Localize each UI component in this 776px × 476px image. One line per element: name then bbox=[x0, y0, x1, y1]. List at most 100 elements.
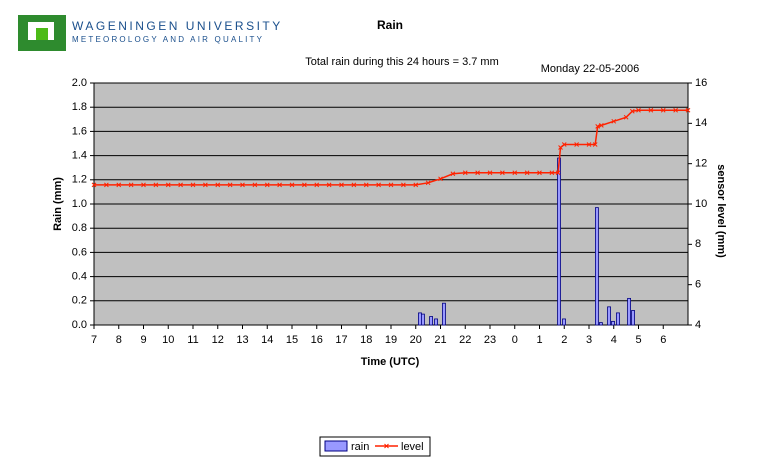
level-marker bbox=[141, 182, 146, 188]
y-tick-label: 1.4 bbox=[72, 150, 87, 162]
level-marker bbox=[178, 182, 183, 188]
bar bbox=[557, 157, 561, 326]
level-marker bbox=[673, 107, 678, 113]
x-tick-label: 23 bbox=[484, 334, 496, 346]
y-tick-label: 0.4 bbox=[72, 271, 87, 283]
x-tick-label: 8 bbox=[116, 334, 122, 346]
y-tick-label: 0.0 bbox=[72, 319, 87, 331]
x-tick-label: 15 bbox=[286, 334, 298, 346]
level-marker bbox=[351, 182, 357, 188]
y2-tick-label: 4 bbox=[695, 319, 701, 331]
level-marker bbox=[537, 170, 542, 176]
x-tick-label: 19 bbox=[385, 334, 397, 346]
chart-subtitle: Total rain during this 24 hours = 3.7 mm bbox=[305, 56, 499, 68]
logo-subtitle: METEOROLOGY AND AIR QUALITY bbox=[72, 35, 264, 44]
x-tick-label: 21 bbox=[434, 334, 446, 346]
level-marker bbox=[413, 182, 419, 188]
level-marker bbox=[165, 182, 171, 188]
level-marker bbox=[388, 182, 394, 188]
legend-swatch bbox=[324, 440, 348, 452]
bar bbox=[611, 320, 615, 326]
x-tick-label: 12 bbox=[212, 334, 224, 346]
level-marker bbox=[450, 171, 456, 177]
level-marker bbox=[549, 170, 555, 176]
bar bbox=[434, 318, 438, 326]
x-tick-label: 13 bbox=[236, 334, 248, 346]
x-tick-label: 0 bbox=[512, 334, 518, 346]
bar bbox=[429, 316, 433, 326]
level-marker bbox=[264, 182, 270, 188]
level-marker bbox=[153, 182, 159, 188]
level-marker bbox=[555, 170, 561, 176]
level-marker bbox=[203, 182, 208, 188]
bar bbox=[421, 313, 425, 326]
level-marker bbox=[104, 182, 109, 188]
x-tick-label: 2 bbox=[561, 334, 567, 346]
x-tick-label: 18 bbox=[360, 334, 372, 346]
level-marker bbox=[277, 182, 282, 188]
x-tick-label: 20 bbox=[410, 334, 422, 346]
level-marker bbox=[252, 182, 258, 188]
x-tick-label: 14 bbox=[261, 334, 273, 346]
y-tick-label: 1.6 bbox=[72, 125, 87, 137]
x-tick-label: 1 bbox=[536, 334, 542, 346]
level-marker bbox=[512, 170, 518, 176]
level-marker bbox=[500, 170, 505, 176]
level-marker bbox=[574, 142, 579, 147]
level-marker bbox=[326, 182, 332, 188]
level-marker bbox=[586, 142, 592, 147]
level-marker bbox=[215, 182, 221, 188]
x-tick-label: 4 bbox=[611, 334, 617, 346]
level-marker bbox=[425, 180, 431, 186]
y-tick-label: 0.8 bbox=[72, 222, 87, 234]
logo bbox=[18, 15, 66, 51]
bar bbox=[595, 207, 599, 326]
x-tick-label: 3 bbox=[586, 334, 592, 346]
level-marker bbox=[648, 107, 654, 113]
x-tick-label: 17 bbox=[335, 334, 347, 346]
level-marker bbox=[611, 118, 617, 124]
level-marker bbox=[363, 182, 369, 188]
y2-tick-label: 6 bbox=[695, 279, 701, 291]
level-marker bbox=[190, 182, 196, 188]
y-tick-label: 2.0 bbox=[72, 77, 87, 89]
level-marker bbox=[339, 182, 344, 188]
x-tick-label: 16 bbox=[311, 334, 323, 346]
y2-tick-label: 16 bbox=[695, 77, 707, 89]
y2-tick-label: 12 bbox=[695, 158, 707, 170]
level-marker bbox=[401, 182, 406, 188]
x-tick-label: 9 bbox=[140, 334, 146, 346]
chart-title: Rain bbox=[377, 18, 403, 32]
level-marker bbox=[660, 107, 666, 113]
logo-title: WAGENINGEN UNIVERSITY bbox=[72, 19, 283, 33]
y2-tick-label: 8 bbox=[695, 238, 701, 250]
level-marker bbox=[91, 182, 97, 188]
x-tick-label: 11 bbox=[187, 334, 198, 346]
bar bbox=[598, 322, 603, 326]
bar bbox=[627, 297, 631, 326]
y-axis-label: Rain (mm) bbox=[52, 177, 64, 231]
x-tick-label: 6 bbox=[660, 334, 666, 346]
x-tick-label: 22 bbox=[459, 334, 471, 346]
level-marker bbox=[487, 170, 493, 176]
level-marker bbox=[302, 182, 307, 188]
legend-marker bbox=[384, 443, 389, 449]
level-marker bbox=[227, 182, 233, 188]
level-marker bbox=[636, 107, 641, 113]
bar bbox=[562, 318, 566, 326]
y2-tick-label: 10 bbox=[695, 198, 707, 210]
level-marker bbox=[558, 145, 563, 150]
x-tick-label: 7 bbox=[91, 334, 97, 346]
level-marker bbox=[629, 108, 635, 114]
bar bbox=[616, 312, 620, 326]
y-tick-label: 0.6 bbox=[72, 246, 87, 258]
bar bbox=[631, 310, 635, 326]
level-marker bbox=[289, 182, 295, 188]
level-marker bbox=[462, 170, 468, 176]
y-tick-label: 1.0 bbox=[72, 198, 87, 210]
level-marker bbox=[314, 182, 320, 188]
level-marker bbox=[524, 170, 530, 176]
legend-label: rain bbox=[351, 441, 369, 453]
y2-axis-label: sensor level (mm) bbox=[715, 164, 727, 258]
